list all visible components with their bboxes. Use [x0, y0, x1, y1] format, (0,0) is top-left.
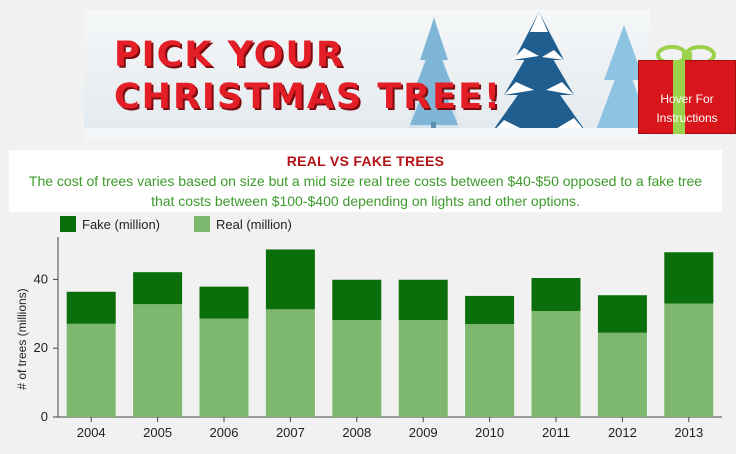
- x-tick-label: 2010: [475, 425, 504, 440]
- x-tick-label: 2011: [542, 425, 570, 440]
- y-axis-title: # of trees (millions): [15, 288, 29, 389]
- bar-fake-2011[interactable]: [531, 278, 581, 312]
- bar-real-2011[interactable]: [531, 311, 581, 417]
- info-title: REAL VS FAKE TREES: [286, 153, 445, 169]
- legend-item-real[interactable]: Real (million): [194, 216, 292, 232]
- gift-instructions-button[interactable]: [638, 60, 736, 134]
- bar-real-2010[interactable]: [465, 324, 515, 417]
- bar-real-2008[interactable]: [332, 319, 382, 417]
- legend-label-fake: Fake (million): [82, 217, 161, 232]
- info-description: The cost of trees varies based on size b…: [28, 173, 703, 209]
- y-tick-label: 40: [34, 271, 48, 286]
- bar-real-2013[interactable]: [664, 303, 714, 417]
- bar-real-2004[interactable]: [66, 323, 116, 417]
- legend-swatch-fake: [60, 216, 76, 232]
- x-tick-label: 2008: [342, 425, 371, 440]
- bar-real-2012[interactable]: [597, 332, 647, 417]
- x-tick-label: 2005: [143, 425, 172, 440]
- stacked-bar-chart: # of trees (millions) 0 20 40 2004 2005 2006 2…: [15, 237, 722, 440]
- banner: PICK YOUR CHRISTMAS TREE!: [84, 10, 650, 140]
- x-tick-label: 2013: [674, 425, 703, 440]
- x-tick-label: 2007: [276, 425, 305, 440]
- bar-real-2005[interactable]: [133, 304, 183, 417]
- banner-title: PICK YOUR CHRISTMAS TREE!: [114, 35, 502, 117]
- bar-fake-2013[interactable]: [664, 252, 714, 304]
- snowy-trees-illustration: [84, 10, 650, 140]
- bar-fake-2012[interactable]: [597, 295, 647, 333]
- x-tick-label: 2004: [77, 425, 106, 440]
- x-tick-label: 2006: [210, 425, 239, 440]
- bar-real-2006[interactable]: [199, 318, 249, 417]
- bar-fake-2005[interactable]: [133, 272, 183, 305]
- x-tick-label: 2009: [409, 425, 438, 440]
- legend-swatch-real: [194, 216, 210, 232]
- gift-instructions-label[interactable]: Hover For Instructions: [656, 92, 718, 125]
- info-panel: REAL VS FAKE TREES The cost of trees var…: [9, 150, 722, 212]
- y-tick-label: 0: [41, 409, 48, 424]
- bar-fake-2009[interactable]: [398, 279, 448, 320]
- bar-fake-2006[interactable]: [199, 286, 249, 319]
- legend-label-real: Real (million): [216, 217, 292, 232]
- bar-real-2009[interactable]: [398, 319, 448, 417]
- bar-fake-2008[interactable]: [332, 279, 382, 320]
- gift-ribbon: [673, 60, 685, 134]
- legend-item-fake[interactable]: Fake (million): [60, 216, 160, 232]
- x-tick-label: 2012: [608, 425, 637, 440]
- y-tick-label: 20: [34, 340, 48, 355]
- bar-real-2007[interactable]: [265, 309, 315, 417]
- bar-fake-2007[interactable]: [265, 249, 315, 310]
- bar-fake-2010[interactable]: [465, 295, 515, 325]
- bar-fake-2004[interactable]: [66, 291, 116, 324]
